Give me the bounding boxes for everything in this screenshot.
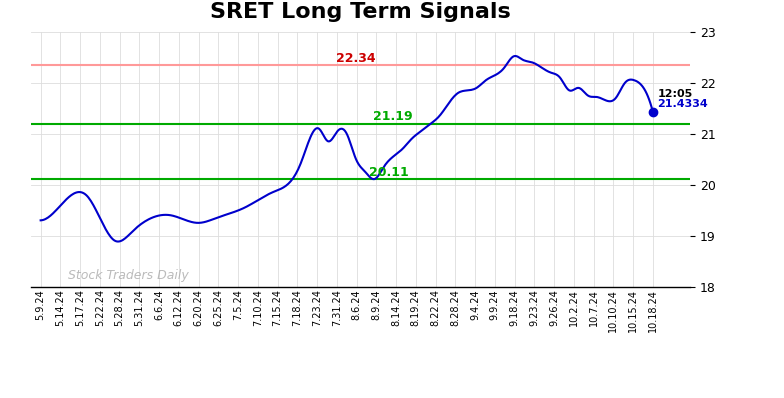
Text: 20.11: 20.11 [368, 166, 408, 178]
Text: Stock Traders Daily: Stock Traders Daily [68, 269, 189, 282]
Title: SRET Long Term Signals: SRET Long Term Signals [210, 2, 511, 22]
Text: 21.4334: 21.4334 [658, 99, 708, 109]
Text: 12:05: 12:05 [658, 90, 693, 100]
Text: 22.34: 22.34 [336, 53, 376, 65]
Text: 21.19: 21.19 [373, 111, 413, 123]
